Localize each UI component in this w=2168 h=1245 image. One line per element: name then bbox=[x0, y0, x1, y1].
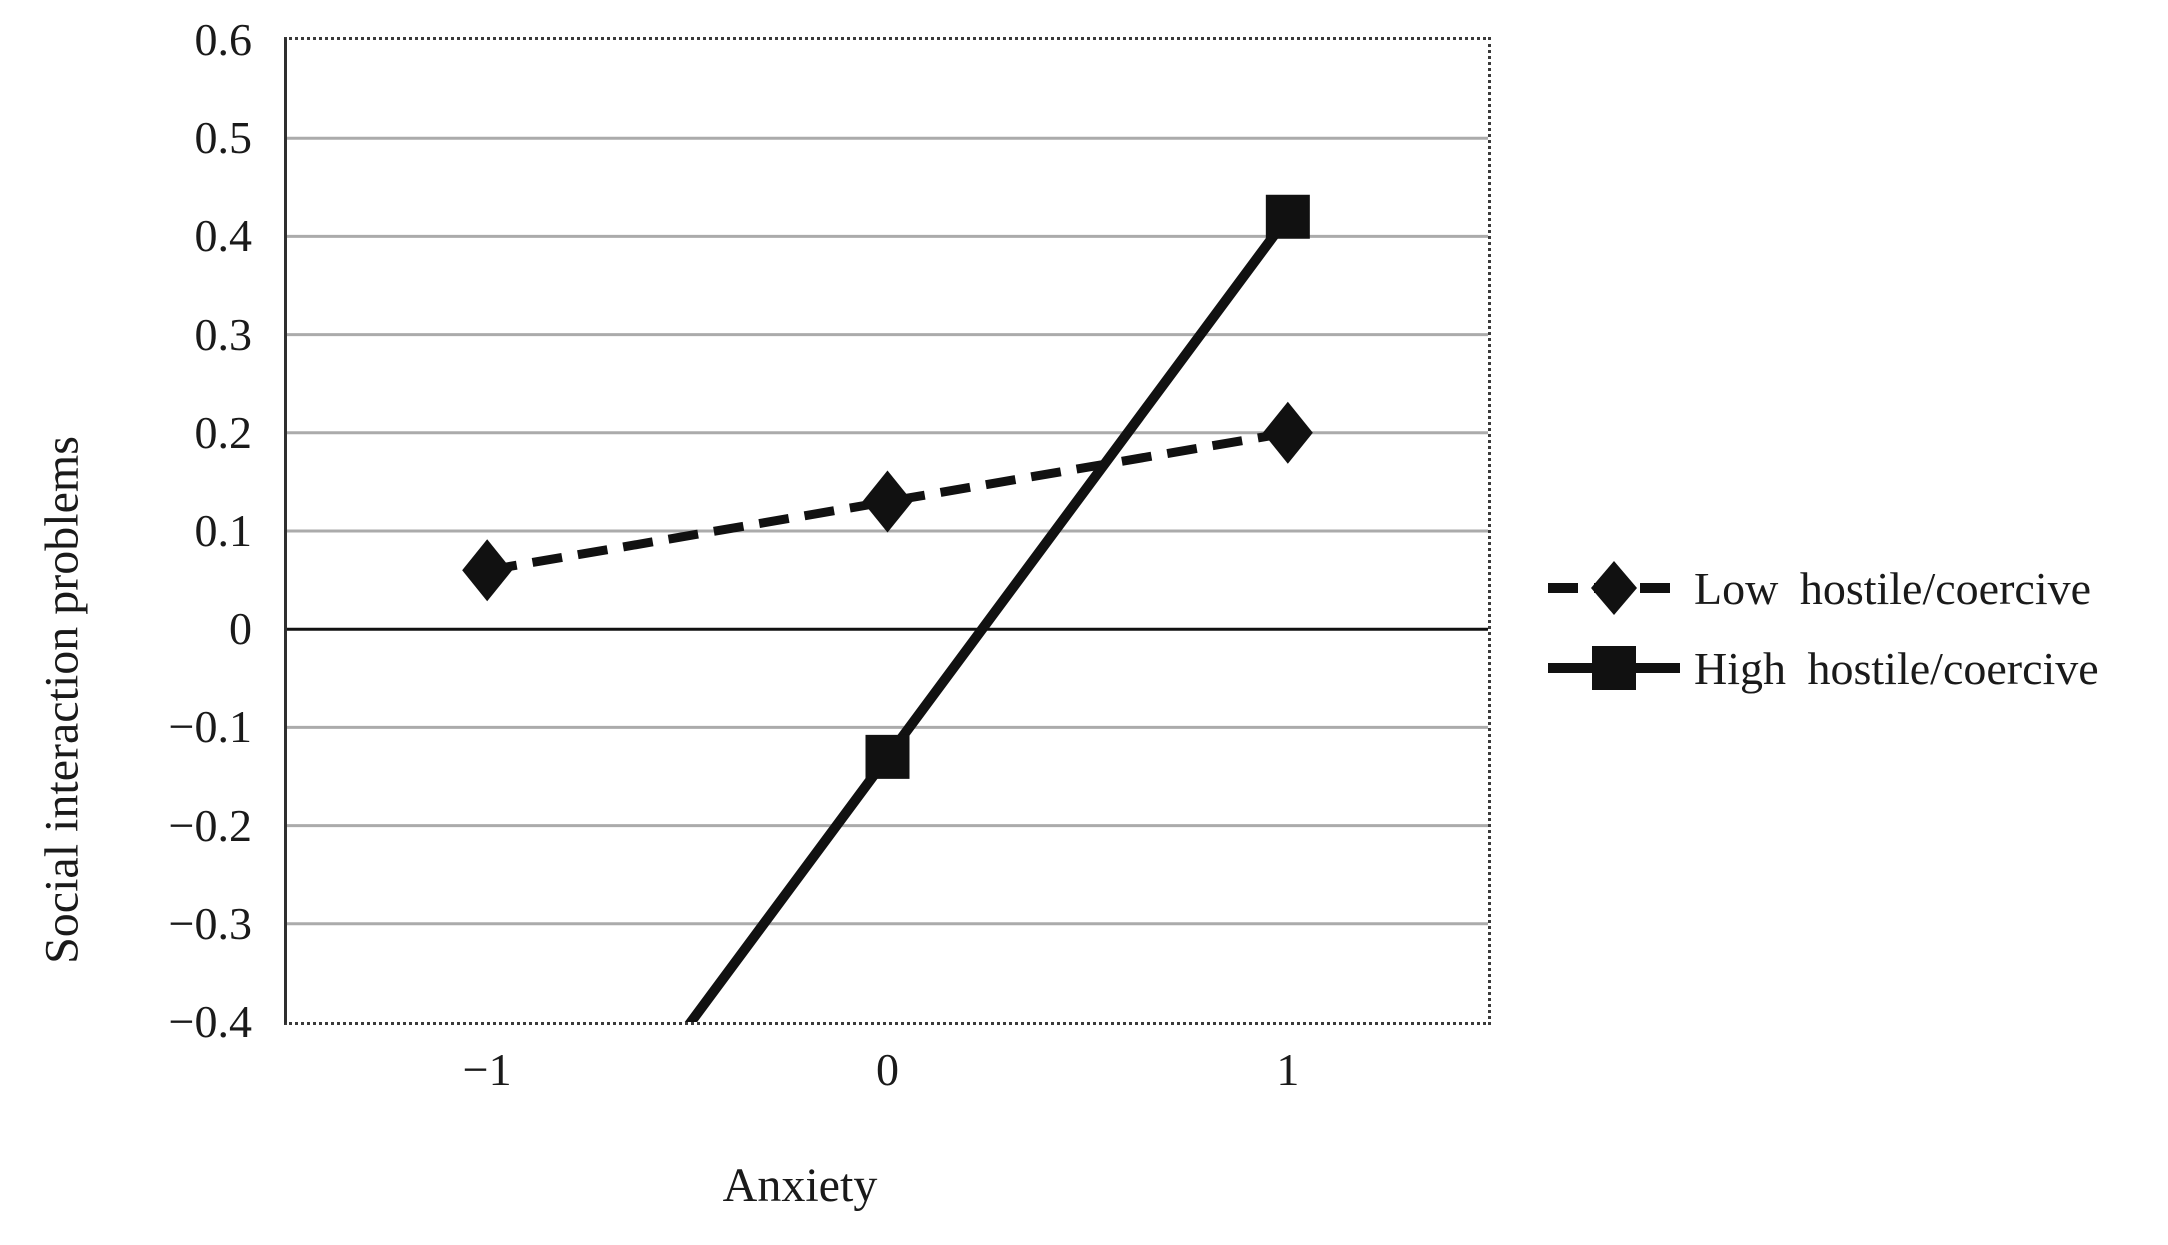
y-tick-label: 0.5 bbox=[194, 112, 253, 164]
y-tick-label: 0.4 bbox=[194, 210, 253, 262]
plot-area bbox=[284, 37, 1491, 1025]
x-axis-title: Anxiety bbox=[722, 1159, 878, 1212]
plot-svg bbox=[287, 136, 1488, 1022]
x-tick-label: 1 bbox=[1276, 1044, 1300, 1095]
legend-swatch-dashed-diamond-icon bbox=[1548, 561, 1680, 615]
x-tick-label: 0 bbox=[876, 1044, 899, 1095]
data-point-marker-diamond bbox=[462, 539, 513, 602]
legend-swatch-solid-square-icon bbox=[1548, 646, 1680, 690]
data-point-marker-square bbox=[865, 734, 910, 779]
legend: Low hostile/coercive High hostile/coerci… bbox=[1548, 548, 2099, 708]
y-tick-label: 0.2 bbox=[194, 406, 253, 458]
y-tick-label: −0.4 bbox=[168, 996, 252, 1047]
legend-item-high: High hostile/coercive bbox=[1548, 628, 2099, 708]
data-point-marker-square bbox=[1265, 194, 1310, 239]
y-tick-label: 0.3 bbox=[194, 308, 253, 360]
x-tick-label: −1 bbox=[462, 1044, 512, 1095]
y-tick-label: 0.1 bbox=[194, 505, 253, 556]
y-tick-label: −0.3 bbox=[168, 897, 252, 949]
data-point-marker-diamond bbox=[862, 470, 913, 533]
y-tick-label: −0.2 bbox=[168, 799, 252, 851]
legend-label-low: Low hostile/coercive bbox=[1694, 562, 2092, 614]
series-line-high bbox=[684, 213, 1292, 1022]
legend-item-low: Low hostile/coercive bbox=[1548, 548, 2099, 628]
legend-label-high: High hostile/coercive bbox=[1694, 642, 2099, 694]
y-tick-label: 0 bbox=[229, 603, 252, 655]
y-tick-label: 0.6 bbox=[194, 14, 253, 65]
data-point-marker-diamond bbox=[1262, 401, 1313, 464]
y-tick-label: −0.1 bbox=[168, 701, 252, 753]
